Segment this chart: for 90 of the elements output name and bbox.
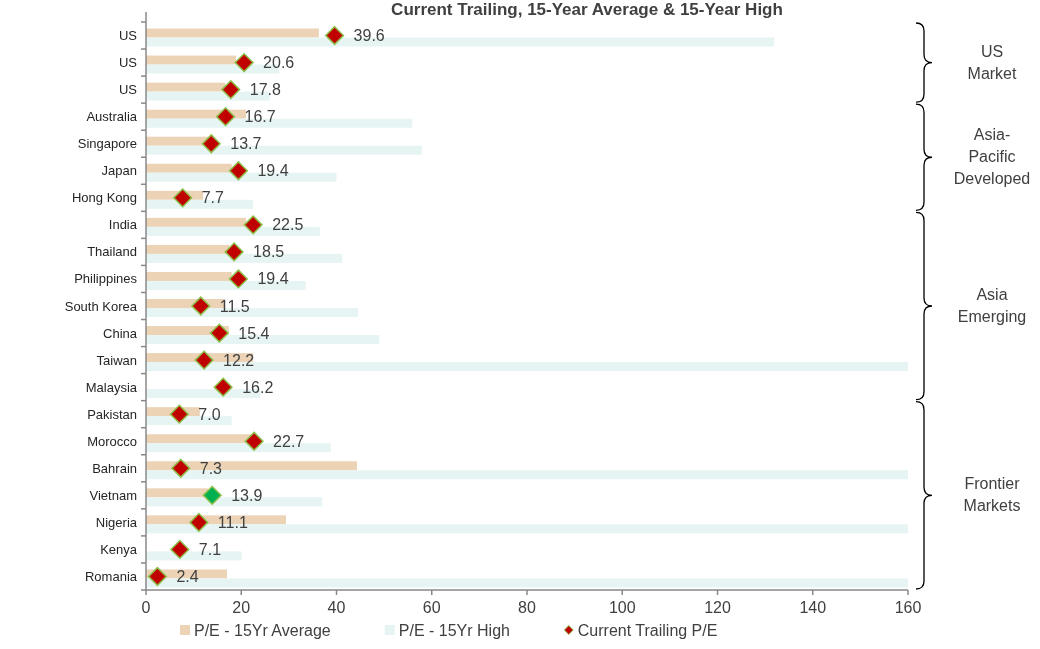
bar [146,55,237,65]
data-label: 12.2 [223,351,255,369]
point [194,350,214,370]
point [244,431,264,451]
data-label: 19.4 [257,162,289,180]
data-label: 16.7 [244,108,276,126]
data-label: 13.9 [231,486,263,504]
data-label: 39.6 [353,27,385,45]
point [173,188,193,208]
y-tick-label: Philippines [74,271,138,287]
point [234,52,254,73]
y-tick-label: Pakistan [87,406,137,422]
legend-label: P/E - 15Yr High [398,622,510,639]
point [213,377,233,397]
point [224,242,244,262]
y-tick-label: Morocco [87,433,137,449]
text: US Market [967,42,1017,82]
x-tick-label: 120 [704,599,731,616]
y-tick-label: Hong Kong [71,190,137,206]
y-tick-label: Nigeria [95,514,138,530]
y-tick-label: South Korea [64,298,138,314]
legend-label: Current Trailing P/E [577,622,718,639]
point [169,404,189,424]
bar [146,271,232,281]
data-label: 18.5 [253,243,285,261]
data-label: 20.6 [263,54,295,72]
point [215,107,236,127]
data-label: 2.4 [176,567,199,585]
bar [146,136,208,146]
point [324,25,345,46]
y-tick-label: Vietnam [89,487,137,503]
y-tick-label: Thailand [87,244,137,260]
x-tick-label: 140 [799,599,827,616]
point [221,80,241,100]
point [243,215,263,235]
point [170,539,190,560]
x-tick-label: 160 [894,599,922,616]
data-label: 17.8 [249,81,282,99]
point [202,485,222,505]
text: Asia-Pacific Developed [953,126,1031,188]
y-tick-label: US [118,55,138,71]
y-tick-label: Taiwan [96,352,137,368]
point [189,512,209,532]
point [201,134,221,154]
chart-title: Current Trailing, 15-Year Average & 15-Year High [391,0,783,19]
data-label: 7.3 [199,459,223,477]
y-tick-label: India [108,217,138,233]
point [191,296,211,316]
y-tick-label: Australia [86,109,138,125]
bar [146,217,247,227]
data-label: 19.4 [257,270,289,288]
point [147,566,168,587]
x-tick-label: 60 [422,599,441,616]
data-label: 7.7 [201,189,225,207]
point [209,323,229,343]
y-tick-label: Singapore [77,136,137,152]
bar [146,82,226,92]
text: Frontier Markets [963,475,1021,515]
y-tick-label: Japan [101,163,137,179]
bar [146,488,208,498]
point [228,269,248,289]
point [228,161,248,181]
x-tick-label: 100 [608,599,636,616]
data-label: 16.2 [242,378,274,396]
data-label: 11.1 [217,513,248,531]
y-tick-label: US [118,82,138,98]
y-tick-label: US [118,28,138,44]
y-tick-label: Romania [84,568,138,584]
data-label: 22.7 [273,432,305,450]
data-label: 13.7 [230,135,262,153]
data-label: 22.5 [272,216,304,234]
bar [146,434,251,444]
bar [146,28,319,38]
data-label: 7.1 [198,540,222,558]
x-tick-label: 40 [327,599,346,616]
x-tick-label: 20 [232,599,251,616]
y-tick-label: China [103,325,138,341]
y-tick-label: Malaysia [85,379,138,395]
legend-label: P/E - 15Yr Average [194,622,331,639]
text: Asia Emerging [957,286,1027,325]
bar [146,244,230,254]
x-tick-label: 0 [141,599,151,616]
y-tick-label: Kenya [100,541,138,557]
y-tick-label: Bahrain [92,460,137,476]
x-tick-label: 80 [518,599,536,616]
data-label: 7.0 [198,405,221,423]
data-label: 11.5 [219,297,250,315]
point [171,458,191,478]
bar [146,163,232,173]
data-label: 15.4 [238,324,270,342]
